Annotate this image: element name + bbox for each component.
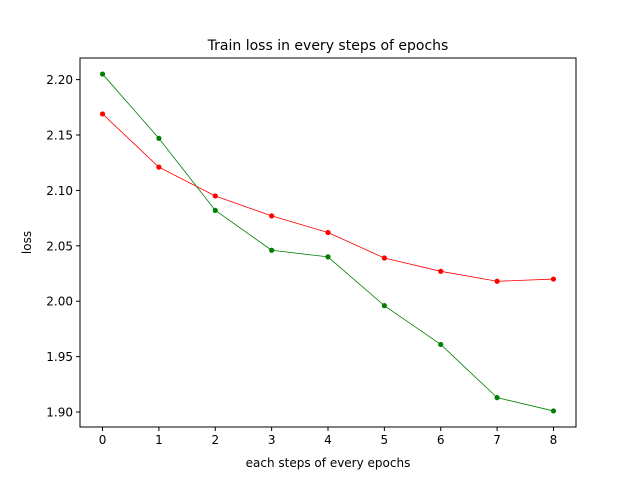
y-axis-label: loss xyxy=(20,231,34,254)
x-tick-label: 8 xyxy=(550,433,558,447)
series-1-point xyxy=(494,278,500,284)
series-1-point xyxy=(156,164,162,170)
series-2-point xyxy=(550,408,557,414)
y-tick-label: 1.95 xyxy=(46,350,73,364)
series-1-point xyxy=(269,213,275,219)
y-tick-label: 1.90 xyxy=(46,406,73,420)
y-tick-label: 2.20 xyxy=(46,73,73,87)
x-tick-label: 3 xyxy=(268,433,276,447)
series-1-point xyxy=(438,268,444,274)
x-tick-label: 2 xyxy=(211,433,219,447)
series-1-point xyxy=(381,255,387,261)
y-tick-label: 2.15 xyxy=(46,129,73,143)
series-2-point xyxy=(494,395,500,401)
series-1-point xyxy=(550,276,557,282)
series-2-point xyxy=(99,71,106,77)
series-1-point xyxy=(99,111,106,117)
series-2-point xyxy=(212,207,218,213)
x-tick-label: 1 xyxy=(155,433,163,447)
series-1-point xyxy=(325,229,331,236)
x-tick-label: 0 xyxy=(99,433,107,447)
series-2-point xyxy=(269,247,275,253)
y-tick-label: 2.10 xyxy=(46,184,73,198)
x-tick-label: 4 xyxy=(324,433,332,447)
plot-area xyxy=(99,71,557,414)
x-tick-label: 7 xyxy=(493,433,501,447)
series-1-point xyxy=(212,193,218,199)
x-tick-label: 6 xyxy=(437,433,445,447)
x-axis-label: each steps of every epochs xyxy=(246,456,411,470)
series-2-point xyxy=(156,135,162,141)
series-2-point xyxy=(325,254,331,260)
x-tick-label: 5 xyxy=(381,433,389,447)
series-2-point xyxy=(438,341,444,348)
y-tick-label: 2.05 xyxy=(46,239,73,253)
chart-title: Train loss in every steps of epochs xyxy=(207,38,449,54)
series-2-point xyxy=(381,303,387,309)
axis-ticks: 0 1 2 3 4 5 6 7 8 1.90 1.95 2.00 2.05 2.10 2.15 2.20 xyxy=(46,73,557,447)
y-tick-label: 2.00 xyxy=(46,295,73,309)
